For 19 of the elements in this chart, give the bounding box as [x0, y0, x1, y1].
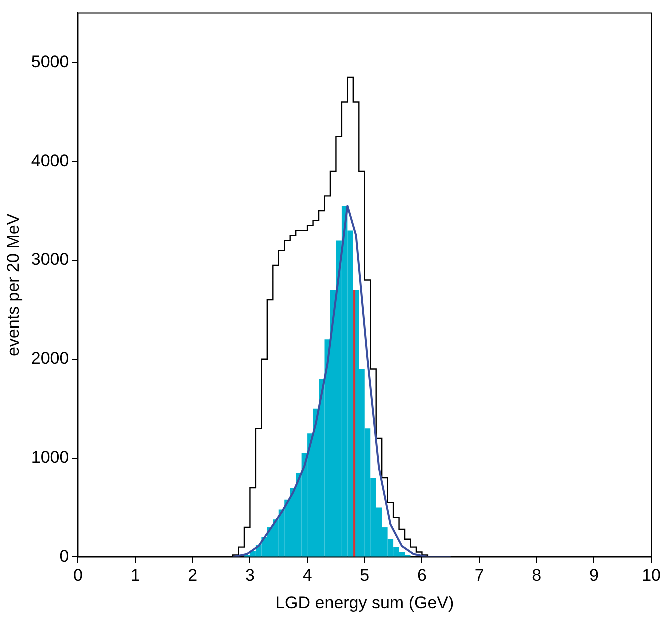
- y-tick-label: 5000: [31, 52, 70, 72]
- x-tick-label: 8: [532, 566, 542, 586]
- x-tick-label: 6: [417, 566, 427, 586]
- y-axis-title: events per 20 MeV: [4, 213, 23, 357]
- x-tick-label: 9: [589, 566, 599, 586]
- x-tick-label: 4: [302, 566, 312, 586]
- x-tick-label: 1: [130, 566, 140, 586]
- x-tick-label: 0: [73, 566, 83, 586]
- y-tick-label: 2000: [31, 349, 70, 368]
- y-tick-label: 4000: [31, 151, 70, 170]
- y-tick-label: 1000: [31, 448, 70, 467]
- x-tick-label: 2: [188, 566, 198, 586]
- x-tick-label: 10: [642, 566, 662, 586]
- y-tick-label: 3000: [31, 250, 70, 270]
- x-tick-label: 3: [245, 566, 255, 586]
- x-axis-title: LGD energy sum (GeV): [276, 593, 454, 612]
- x-tick-label: 5: [360, 566, 370, 586]
- x-tick-label: 7: [474, 566, 484, 586]
- y-tick-label: 0: [60, 546, 70, 566]
